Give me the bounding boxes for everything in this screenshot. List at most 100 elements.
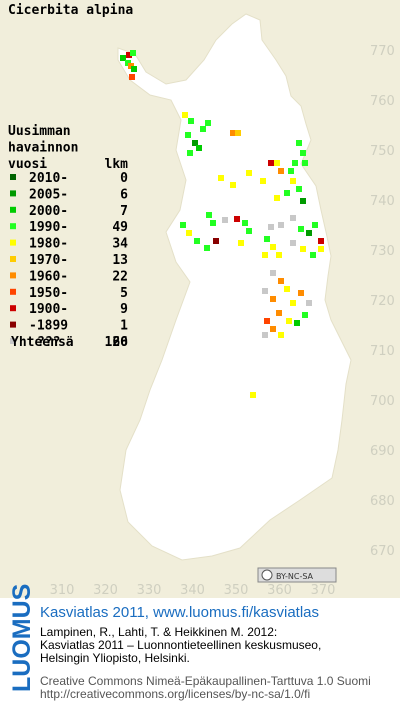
legend-count-heading: lkm bbox=[105, 157, 129, 172]
observation-square bbox=[185, 132, 191, 138]
observation-square bbox=[204, 245, 210, 251]
x-label: 320 bbox=[93, 583, 118, 598]
observation-square bbox=[284, 190, 290, 196]
observation-square bbox=[196, 145, 202, 151]
observation-square bbox=[302, 160, 308, 166]
title: Cicerbita alpina bbox=[8, 3, 133, 18]
legend-count: 0 bbox=[120, 171, 128, 186]
cc-icon bbox=[261, 569, 273, 581]
y-label: 730 bbox=[370, 244, 395, 259]
observation-square bbox=[276, 252, 282, 258]
observation-square bbox=[278, 168, 284, 174]
observation-square bbox=[213, 238, 219, 244]
observation-square bbox=[270, 244, 276, 250]
legend-count: 49 bbox=[112, 220, 128, 235]
observation-square bbox=[270, 270, 276, 276]
observation-square bbox=[306, 230, 312, 236]
citation-line: Kasviatlas 2011 – Luonnontieteellinen ke… bbox=[40, 638, 321, 652]
observation-square bbox=[131, 66, 137, 72]
legend-count: 5 bbox=[120, 286, 128, 301]
observation-square bbox=[276, 310, 282, 316]
observation-square bbox=[268, 224, 274, 230]
observation-square bbox=[262, 288, 268, 294]
observation-square bbox=[230, 182, 236, 188]
legend-swatch bbox=[10, 288, 16, 295]
legend-count: 9 bbox=[120, 302, 128, 317]
y-label: 760 bbox=[370, 94, 395, 109]
observation-square bbox=[234, 216, 240, 222]
observation-square bbox=[290, 215, 296, 221]
observation-square bbox=[290, 178, 296, 184]
observation-square bbox=[270, 326, 276, 332]
y-label: 750 bbox=[370, 144, 395, 159]
legend-swatch bbox=[10, 223, 16, 230]
observation-square bbox=[292, 160, 298, 166]
x-label: 360 bbox=[267, 583, 292, 598]
legend-swatch bbox=[10, 206, 16, 213]
legend-swatch bbox=[10, 174, 16, 180]
observation-square bbox=[242, 220, 248, 226]
legend-count: 34 bbox=[112, 237, 128, 252]
observation-square bbox=[238, 240, 244, 246]
observation-square bbox=[250, 392, 256, 398]
observation-square bbox=[300, 150, 306, 156]
legend-heading: havainnon bbox=[8, 141, 78, 156]
x-label: 350 bbox=[224, 583, 249, 598]
legend-count: 1 bbox=[120, 319, 128, 334]
legend-period: 2005- bbox=[29, 187, 68, 202]
license-line: http://creativecommons.org/licenses/by-n… bbox=[40, 687, 310, 701]
footer-heading: Kasviatlas 2011, www.luomus.fi/kasviatla… bbox=[40, 604, 319, 621]
observation-square bbox=[296, 186, 302, 192]
observation-square bbox=[262, 252, 268, 258]
y-label: 710 bbox=[370, 344, 395, 359]
observation-square bbox=[192, 140, 198, 146]
observation-square bbox=[206, 212, 212, 218]
legend-period: 1980- bbox=[29, 237, 68, 252]
observation-square bbox=[262, 332, 268, 338]
observation-square bbox=[264, 318, 270, 324]
observation-square bbox=[298, 226, 304, 232]
y-label: 720 bbox=[370, 294, 395, 309]
badge-text: BY-NC-SA bbox=[276, 572, 314, 581]
citation-line: Lampinen, R., Lahti, T. & Heikkinen M. 2… bbox=[40, 625, 277, 639]
y-label: 770 bbox=[370, 44, 395, 59]
observation-square bbox=[298, 290, 304, 296]
observation-square bbox=[312, 222, 318, 228]
observation-square bbox=[300, 198, 306, 204]
legend-count: 7 bbox=[120, 204, 128, 219]
observation-square bbox=[318, 246, 324, 252]
observation-square bbox=[260, 178, 266, 184]
observation-square bbox=[278, 278, 284, 284]
logo: LUOMUS bbox=[8, 584, 36, 692]
observation-square bbox=[230, 130, 236, 136]
legend-period: ??? bbox=[37, 335, 60, 350]
observation-square bbox=[300, 246, 306, 252]
observation-square bbox=[284, 286, 290, 292]
legend-count: 20 bbox=[112, 335, 128, 350]
legend-period: -1899 bbox=[29, 319, 68, 334]
observation-square bbox=[278, 332, 284, 338]
x-label: 330 bbox=[137, 583, 162, 598]
legend-period: 1970- bbox=[29, 253, 68, 268]
legend-period: 2010- bbox=[29, 171, 68, 186]
observation-square bbox=[288, 168, 294, 174]
observation-square bbox=[182, 112, 188, 118]
observation-square bbox=[278, 222, 284, 228]
observation-square bbox=[274, 160, 280, 166]
observation-square bbox=[194, 238, 200, 244]
observation-square bbox=[310, 252, 316, 258]
badge-box bbox=[257, 567, 337, 583]
observation-square bbox=[306, 300, 312, 306]
legend-count: 22 bbox=[112, 269, 128, 284]
observation-square bbox=[180, 222, 186, 228]
observation-square bbox=[286, 318, 292, 324]
observation-square bbox=[186, 230, 192, 236]
observation-square bbox=[290, 240, 296, 246]
observation-square bbox=[120, 55, 126, 61]
legend-period: 1900- bbox=[29, 302, 68, 317]
observation-square bbox=[296, 140, 302, 146]
y-label: 700 bbox=[370, 394, 395, 409]
legend-heading: vuosi bbox=[8, 157, 47, 172]
x-label: 340 bbox=[180, 583, 205, 598]
observation-square bbox=[274, 195, 280, 201]
